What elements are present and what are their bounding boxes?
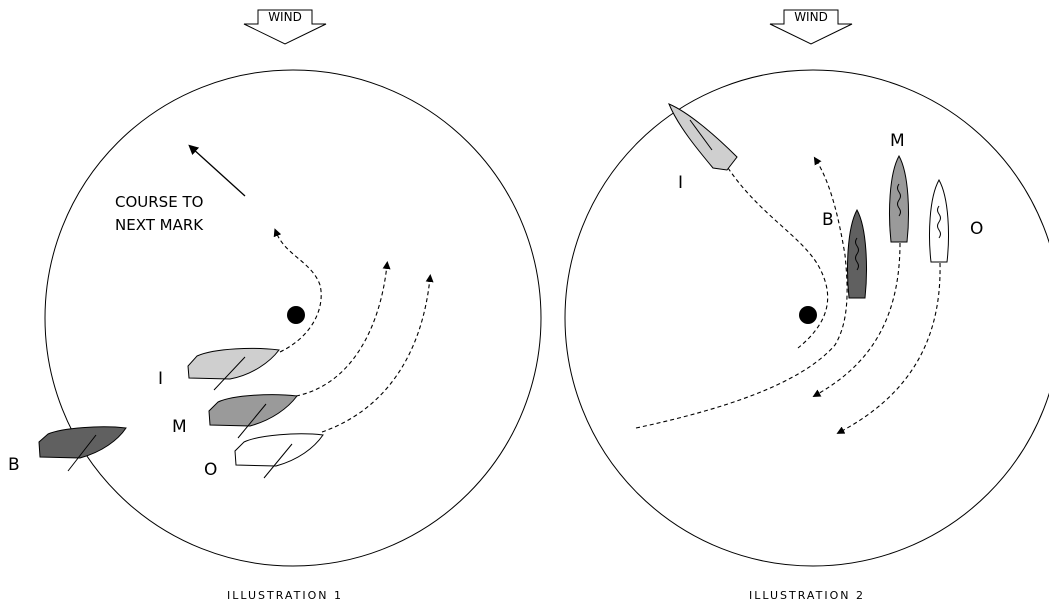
boat-B-2-label: B — [822, 210, 834, 230]
track-B-2 — [635, 156, 848, 429]
wind-arrow-2: WIND — [769, 9, 853, 45]
illustration-1: WIND COURSE TO NEXT MARK I M O — [8, 9, 542, 602]
boat-B-1-label: B — [8, 455, 20, 475]
course-note-line1: COURSE TO — [115, 193, 203, 211]
boat-I-2: I — [668, 103, 738, 193]
track-M-2 — [812, 242, 901, 397]
zone-circle-2 — [564, 69, 1049, 567]
wind-label: WIND — [268, 10, 302, 24]
boat-B-2: B — [822, 208, 867, 299]
boat-I-1: I — [158, 347, 280, 391]
boat-B-1: B — [8, 426, 127, 475]
track-O-1 — [321, 274, 434, 433]
boat-M-1-hull — [208, 394, 298, 427]
mark-1 — [287, 306, 305, 324]
track-I-1 — [273, 228, 322, 353]
caption-1: ILLUSTRATION 1 — [227, 589, 343, 602]
course-note-line2: NEXT MARK — [115, 216, 204, 234]
boat-B-1-hull — [38, 426, 127, 459]
wind-label-2: WIND — [794, 10, 828, 24]
boat-M-1-label: M — [172, 417, 187, 437]
boat-I-1-label: I — [158, 369, 163, 389]
boat-O-2: O — [929, 178, 983, 263]
boat-M-2-label: M — [890, 131, 905, 151]
boat-M-2-hull — [889, 154, 909, 243]
course-arrow — [188, 144, 246, 197]
track-M-1 — [295, 261, 391, 397]
boat-I-2-label: I — [678, 173, 683, 193]
boat-O-2-hull — [929, 178, 949, 263]
boat-O-2-label: O — [970, 219, 983, 239]
illustration-2: WIND I B M O — [564, 9, 1049, 602]
boat-O-1-hull — [234, 433, 324, 467]
boat-M-1: M — [172, 394, 298, 439]
boat-I-1-hull — [187, 347, 280, 380]
boat-O-1-label: O — [204, 460, 217, 480]
wind-arrow-1: WIND — [243, 9, 327, 45]
boat-O-1: O — [204, 433, 324, 480]
track-O-2 — [836, 262, 941, 434]
caption-2: ILLUSTRATION 2 — [749, 589, 865, 602]
mark-2 — [799, 306, 817, 324]
track-I-2-a — [727, 167, 829, 349]
zone-circle-1 — [44, 69, 542, 567]
boat-M-2: M — [889, 131, 909, 243]
